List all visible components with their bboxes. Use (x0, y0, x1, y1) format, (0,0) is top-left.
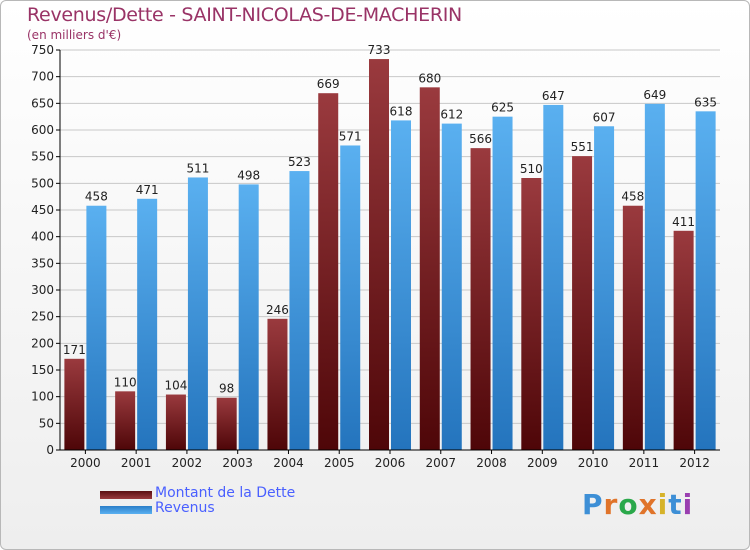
bar-revenus (340, 145, 361, 450)
data-label-dette: 669 (317, 77, 340, 91)
bar-dette (267, 318, 288, 450)
legend-item-revenus: Revenus (100, 500, 400, 517)
y-tick-label: 500 (31, 176, 54, 190)
x-tick-label: 2000 (70, 456, 101, 470)
bar-revenus (644, 103, 665, 450)
bar-revenus (86, 205, 107, 450)
bar-dette (419, 87, 440, 450)
legend-item-dette: Montant de la Dette (100, 485, 400, 502)
y-tick-label: 750 (31, 43, 54, 57)
y-tick-label: 0 (46, 443, 54, 457)
legend-label-dette: Montant de la Dette (155, 485, 296, 501)
bar-dette (622, 205, 643, 450)
bar-revenus (695, 111, 716, 450)
bar-revenus (492, 116, 513, 451)
bar-revenus (543, 104, 564, 450)
bar-dette (165, 394, 186, 450)
y-tick-label: 250 (31, 310, 54, 324)
data-label-revenus: 625 (491, 101, 514, 115)
x-tick-label: 2008 (476, 456, 507, 470)
bar-revenus (238, 184, 259, 450)
bar-dette (64, 358, 85, 450)
x-tick-label: 2007 (425, 456, 456, 470)
y-tick-label: 350 (31, 256, 54, 270)
data-label-revenus: 607 (593, 110, 616, 124)
bar-revenus (594, 126, 615, 451)
data-label-dette: 566 (469, 132, 492, 146)
bar-revenus (391, 120, 411, 451)
chart-subtitle: (en milliers d'€) (27, 28, 122, 42)
bar-dette (115, 391, 136, 450)
data-label-revenus: 523 (288, 155, 311, 169)
data-label-revenus: 571 (339, 129, 362, 143)
chart-title: Revenus/Dette - SAINT-NICOLAS-DE-MACHERI… (27, 4, 462, 26)
data-label-dette: 551 (571, 140, 594, 154)
bar-dette (470, 148, 491, 450)
x-tick-label: 2006 (375, 456, 406, 470)
bar-dette (369, 59, 389, 451)
proxiti-logo: Proxiti (582, 488, 694, 521)
y-tick-label: 300 (31, 283, 54, 297)
bar-revenus (137, 198, 158, 450)
data-label-dette: 104 (164, 379, 187, 393)
x-tick-label: 2005 (324, 456, 355, 470)
bar-revenus (187, 177, 208, 450)
y-tick-label: 400 (31, 230, 54, 244)
y-tick-label: 700 (31, 70, 54, 84)
data-label-dette: 458 (621, 190, 644, 204)
data-label-dette: 733 (368, 43, 391, 57)
legend-label-revenus: Revenus (155, 500, 215, 516)
y-tick-label: 600 (31, 123, 54, 137)
data-label-dette: 246 (266, 303, 289, 317)
data-label-revenus: 511 (186, 161, 209, 175)
data-label-revenus: 498 (237, 168, 260, 182)
y-tick-label: 650 (31, 96, 54, 110)
y-tick-label: 200 (31, 336, 54, 350)
data-label-revenus: 471 (136, 183, 159, 197)
bar-dette (572, 156, 593, 450)
data-label-revenus: 612 (440, 108, 463, 122)
data-label-dette: 110 (114, 375, 137, 389)
bar-dette (521, 178, 542, 450)
data-label-revenus: 458 (85, 190, 108, 204)
data-label-dette: 510 (520, 162, 543, 176)
data-label-revenus: 647 (542, 89, 565, 103)
bar-revenus (289, 171, 310, 451)
y-tick-label: 450 (31, 203, 54, 217)
x-tick-label: 2001 (121, 456, 152, 470)
x-tick-label: 2011 (629, 456, 660, 470)
data-label-dette: 171 (63, 343, 86, 357)
data-label-revenus: 649 (643, 88, 666, 102)
data-label-dette: 98 (219, 382, 234, 396)
data-label-dette: 411 (672, 215, 695, 229)
y-tick-label: 50 (39, 416, 54, 430)
bar-dette (216, 397, 237, 450)
data-label-revenus: 618 (390, 104, 413, 118)
x-tick-label: 2010 (578, 456, 609, 470)
x-tick-label: 2012 (679, 456, 710, 470)
y-tick-label: 100 (31, 390, 54, 404)
x-tick-label: 2004 (273, 456, 304, 470)
data-label-revenus: 635 (694, 95, 717, 109)
y-tick-label: 150 (31, 363, 54, 377)
bar-dette (673, 230, 694, 450)
legend-swatch-dette (100, 491, 152, 499)
bar-dette (318, 93, 339, 450)
x-tick-label: 2002 (172, 456, 203, 470)
x-tick-label: 2003 (222, 456, 253, 470)
bar-revenus (441, 123, 462, 450)
x-tick-label: 2009 (527, 456, 558, 470)
legend-swatch-revenus (100, 506, 152, 514)
data-label-dette: 680 (418, 71, 441, 85)
y-tick-label: 550 (31, 150, 54, 164)
